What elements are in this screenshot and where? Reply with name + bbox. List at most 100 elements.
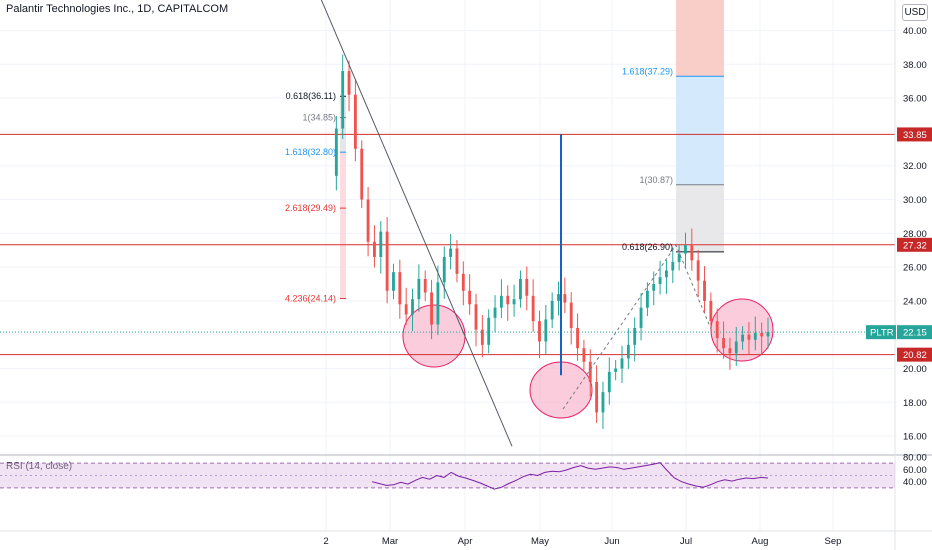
time-tick-label: Aug: [752, 536, 769, 547]
candle-body: [436, 282, 440, 325]
candle-body: [639, 307, 643, 328]
candle-body: [360, 148, 364, 200]
candle-body: [614, 368, 618, 372]
candle-body: [474, 304, 478, 330]
fib-right-label: 0.618(26.90): [622, 242, 673, 252]
symbol-badge: [866, 325, 896, 340]
chart-title: Palantir Technologies Inc., 1D, CAPITALC…: [6, 3, 229, 15]
candle-body: [677, 253, 681, 263]
fib-left-label: 2.618(29.49): [285, 203, 336, 213]
candle-body: [741, 334, 745, 342]
candle-body: [626, 344, 630, 359]
trend-line: [320, 0, 513, 447]
candle-body: [550, 300, 554, 320]
level-badge: [897, 347, 932, 362]
price-tick-label: 30.00: [903, 195, 927, 206]
candle-body: [468, 290, 472, 305]
level-badge: [897, 237, 932, 252]
candle-body: [588, 361, 592, 383]
price-tick-label: 16.00: [903, 432, 927, 443]
candle-body: [684, 245, 687, 254]
candle-body: [341, 71, 345, 129]
candle-body: [499, 295, 503, 308]
time-tick-label: May: [531, 536, 549, 547]
fib-right-label: 1.618(37.29): [622, 66, 673, 76]
time-tick-label: Mar: [382, 536, 398, 547]
candle-body: [449, 248, 453, 257]
candle-body: [607, 371, 611, 393]
candle-body: [411, 299, 414, 315]
level-badge: [897, 127, 932, 142]
fib-right-label: 1(30.87): [639, 175, 673, 185]
candle-body: [512, 299, 516, 305]
fib-left-label: 4.236(24.14): [285, 294, 336, 304]
candle-body: [747, 334, 751, 340]
fib-left-zone-pink: [340, 152, 346, 299]
last-price-badge: [897, 325, 932, 340]
fib-zone: [676, 184, 724, 252]
last-price-label: 22.15: [903, 328, 927, 339]
candle-body: [728, 348, 732, 354]
rsi-tick-label: 80.00: [903, 453, 927, 464]
fib-left-label: 1(34.85): [302, 113, 336, 123]
candle-body: [544, 319, 548, 342]
candle-body: [373, 241, 376, 257]
fib-left-label: 1.618(32.80): [285, 147, 336, 157]
highlight-circle: [710, 298, 774, 362]
candle-body: [461, 273, 465, 291]
level-badge-label: 27.32: [903, 240, 927, 251]
level-badge-label: 20.82: [903, 350, 927, 361]
fib-zone: [676, 0, 724, 77]
candle-body: [525, 278, 529, 296]
price-tick-label: 40.00: [903, 26, 927, 37]
candle-body: [620, 358, 624, 369]
rsi-title: RSI (14, close): [6, 461, 73, 472]
price-tick-label: 38.00: [903, 60, 927, 71]
candle-body: [595, 382, 599, 413]
time-tick-label: Jul: [680, 536, 692, 547]
candle-body: [379, 231, 383, 257]
candle-body: [404, 304, 408, 315]
price-tick-label: 36.00: [903, 94, 927, 105]
candle-body: [487, 317, 491, 345]
candle-body: [519, 278, 522, 300]
candle-body: [493, 307, 497, 318]
candle-body: [658, 277, 662, 284]
candle-body: [690, 245, 694, 261]
candle-body: [722, 338, 725, 349]
rsi-tick-label: 40.00: [903, 477, 927, 488]
candle-body: [652, 284, 656, 291]
price-tick-label: 28.00: [903, 229, 927, 240]
time-tick-label: Apr: [458, 536, 473, 547]
candle-body: [423, 278, 427, 293]
candle-body: [366, 199, 370, 242]
candle-body: [715, 321, 719, 339]
currency-badge[interactable]: USD: [902, 4, 928, 21]
time-tick-label: Jun: [604, 536, 619, 547]
price-tick-label: 20.00: [903, 364, 927, 375]
level-badge-label: 33.85: [903, 130, 927, 141]
candle-body: [753, 333, 757, 340]
candle-body: [709, 300, 713, 322]
candle-body: [760, 333, 764, 337]
symbol-badge-label: PLTR: [870, 328, 894, 339]
rsi-tick-label: 60.00: [903, 465, 927, 476]
candle-body: [601, 392, 605, 413]
candle-body: [531, 295, 535, 322]
candle-body: [734, 341, 738, 354]
candle-body: [455, 248, 459, 274]
candle-body: [506, 295, 510, 305]
candle-body: [665, 270, 668, 278]
candle-body: [569, 302, 573, 328]
candle-body: [576, 327, 579, 349]
candle-body: [392, 272, 395, 291]
candle-body: [442, 256, 446, 283]
candle-body: [696, 260, 700, 281]
candle-body: [557, 294, 560, 301]
time-tick-label: 2: [323, 536, 328, 547]
candle-body: [633, 327, 637, 345]
rsi-line: [371, 462, 769, 490]
candle-body: [671, 262, 675, 271]
candle-body: [417, 278, 421, 300]
